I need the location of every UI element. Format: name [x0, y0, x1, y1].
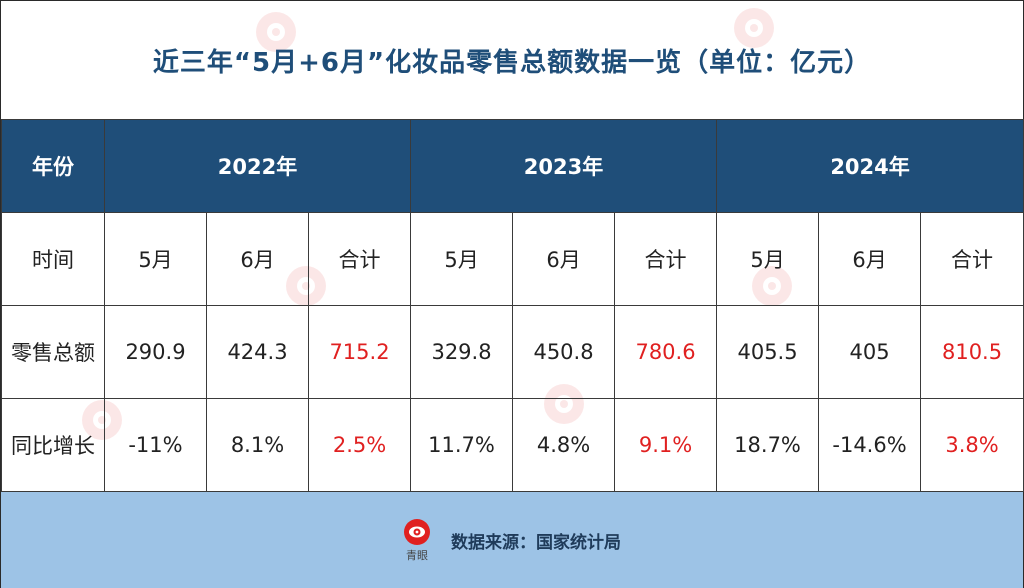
row-label-sales: 零售总额	[1, 305, 105, 399]
table-cell-total: 810.5	[920, 305, 1024, 399]
table-cell: 329.8	[410, 305, 514, 399]
table-cell: 5月	[716, 212, 820, 306]
table-cell: 405.5	[716, 305, 820, 399]
table-cell-total: 3.8%	[920, 398, 1024, 492]
table-cell-total: 2.5%	[307, 398, 412, 492]
year-header-label: 年份	[1, 119, 105, 213]
year-header-2023: 2023年	[410, 119, 718, 213]
table-cell: 4.8%	[512, 398, 616, 492]
logo-name: 青眼	[406, 548, 428, 562]
table-cell: 合计	[307, 212, 412, 306]
table-cell: 450.8	[512, 305, 616, 399]
year-header-2024: 2024年	[716, 119, 1024, 213]
table-cell: 424.3	[206, 305, 309, 399]
table-cell: 18.7%	[716, 398, 820, 492]
table-row-sales: 零售总额 290.9 424.3 715.2 329.8 450.8 780.6…	[1, 305, 1024, 399]
table-cell-total: 780.6	[614, 305, 718, 399]
title-bar: 近三年“5月+6月”化妆品零售总额数据一览（单位：亿元）	[1, 1, 1023, 119]
year-header-2022: 2022年	[103, 119, 412, 213]
table-cell: -11%	[104, 398, 207, 492]
table-cell: 5月	[104, 212, 207, 306]
page-title: 近三年“5月+6月”化妆品零售总额数据一览（单位：亿元）	[152, 47, 872, 78]
data-table: 年份 2022年 2023年 2024年 时间 5月 6月 合计 5月 6月 合…	[1, 119, 1024, 492]
table-cell: 11.7%	[410, 398, 514, 492]
table-cell-total: 715.2	[307, 305, 412, 399]
table-row-time: 时间 5月 6月 合计 5月 6月 合计 5月 6月 合计	[1, 212, 1024, 306]
row-label-time: 时间	[1, 212, 105, 306]
table-cell: 405	[818, 305, 922, 399]
table-row-yoy: 同比增长 -11% 8.1% 2.5% 11.7% 4.8% 9.1% 18.7…	[1, 398, 1024, 492]
table-cell: 8.1%	[206, 398, 309, 492]
table-cell: 合计	[920, 212, 1024, 306]
table-cell: 290.9	[104, 305, 207, 399]
header-row: 年份 2022年 2023年 2024年	[1, 119, 1024, 213]
table-cell: 6月	[512, 212, 616, 306]
table-cell: 合计	[614, 212, 718, 306]
source-note: 数据来源：国家统计局	[451, 532, 621, 553]
eye-logo-icon	[404, 518, 430, 545]
brand-logo: 青眼	[403, 518, 431, 563]
row-label-yoy: 同比增长	[1, 398, 105, 492]
source-footer: 青眼 数据来源：国家统计局	[1, 491, 1023, 588]
table-cell: 6月	[818, 212, 922, 306]
table-cell: 6月	[206, 212, 309, 306]
table-cell-total: 9.1%	[614, 398, 718, 492]
table-cell: 5月	[410, 212, 514, 306]
table-cell: -14.6%	[818, 398, 922, 492]
